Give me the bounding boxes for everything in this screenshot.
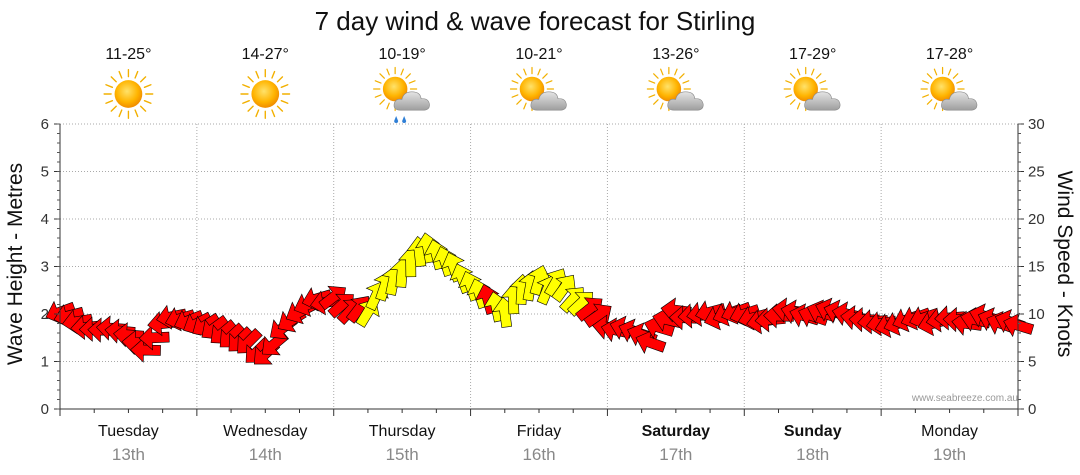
day-label: Saturday <box>642 423 711 440</box>
day-temperature-range: 17-29° <box>789 46 836 63</box>
right-tick-label: 30 <box>1028 116 1045 133</box>
watermark: www.seabreeze.com.au <box>911 393 1018 404</box>
sun-shape <box>240 69 291 119</box>
date-label: 16th <box>522 445 555 464</box>
day-temperature-range: 11-25° <box>105 46 151 63</box>
chart-title: 7 day wind & wave forecast for Stirling <box>315 6 756 36</box>
left-tick-label: 4 <box>41 211 49 228</box>
date-label: 17th <box>659 445 692 464</box>
wind-arrow <box>138 325 170 351</box>
day-temperature-range: 17-28° <box>926 46 973 63</box>
day-temperature-range: 14-27° <box>242 46 289 63</box>
day-axis: Tuesday 13th Wednesday 14th Thursday 15th Frid… <box>59 408 1019 464</box>
date-label: 19th <box>933 445 966 464</box>
date-label: 18th <box>796 445 829 464</box>
right-tick-label: 0 <box>1028 401 1036 418</box>
sun-icon <box>240 69 291 119</box>
left-axis-title: Wave Height - Metres <box>4 163 27 365</box>
right-tick-label: 25 <box>1028 164 1045 181</box>
right-axis-title: Wind Speed - Knots <box>1053 171 1076 358</box>
day-temperature-range: 13-26° <box>652 46 699 63</box>
wind-arrow-series <box>45 232 1035 365</box>
right-tick-label: 20 <box>1028 211 1045 228</box>
sun-icon <box>103 69 154 119</box>
date-label: 14th <box>249 445 282 464</box>
right-tick-label: 15 <box>1028 259 1045 276</box>
right-tick-label: 5 <box>1028 354 1036 371</box>
wind-arrow <box>130 337 161 363</box>
sun-cloud-icon <box>509 66 567 112</box>
day-label: Friday <box>517 423 561 440</box>
chart-grid <box>60 123 1018 409</box>
wind-speed-axis: 0 5 10 15 20 25 30 <box>1017 116 1045 418</box>
day-label: Tuesday <box>98 423 159 440</box>
daily-weather-headers: 11-25° 14-27° 10-19° 10-21° 13-26° 17-29° 17-2… <box>103 46 978 123</box>
sun-shape <box>103 69 154 119</box>
day-label: Monday <box>921 423 978 440</box>
wind-arrow <box>551 274 576 303</box>
wind-arrow <box>583 303 612 329</box>
wind-arrow <box>635 329 667 354</box>
date-label: 13th <box>112 445 145 464</box>
left-tick-label: 6 <box>41 116 49 133</box>
left-tick-label: 3 <box>41 259 49 276</box>
wind-arrow <box>237 327 263 354</box>
wave-height-axis: 0 1 2 3 4 5 6 <box>41 116 61 418</box>
rain-drop-icon <box>402 116 407 123</box>
day-label: Thursday <box>369 423 436 440</box>
left-tick-label: 1 <box>41 354 49 371</box>
day-label: Wednesday <box>223 423 307 440</box>
rain-drop-icon <box>394 116 399 123</box>
wind-arrow <box>1003 312 1035 338</box>
day-temperature-range: 10-21° <box>515 46 562 63</box>
sun-cloud-icon <box>920 66 978 112</box>
sun-cloud-rain-icon <box>373 66 430 123</box>
sun-cloud-icon <box>646 66 704 112</box>
date-label: 15th <box>386 445 419 464</box>
sun-cloud-icon <box>783 66 841 112</box>
left-tick-label: 0 <box>41 401 49 418</box>
right-tick-label: 10 <box>1028 306 1045 323</box>
day-label: Sunday <box>784 423 842 440</box>
day-temperature-range: 10-19° <box>378 46 425 63</box>
left-tick-label: 2 <box>41 306 49 323</box>
left-tick-label: 5 <box>41 164 49 181</box>
